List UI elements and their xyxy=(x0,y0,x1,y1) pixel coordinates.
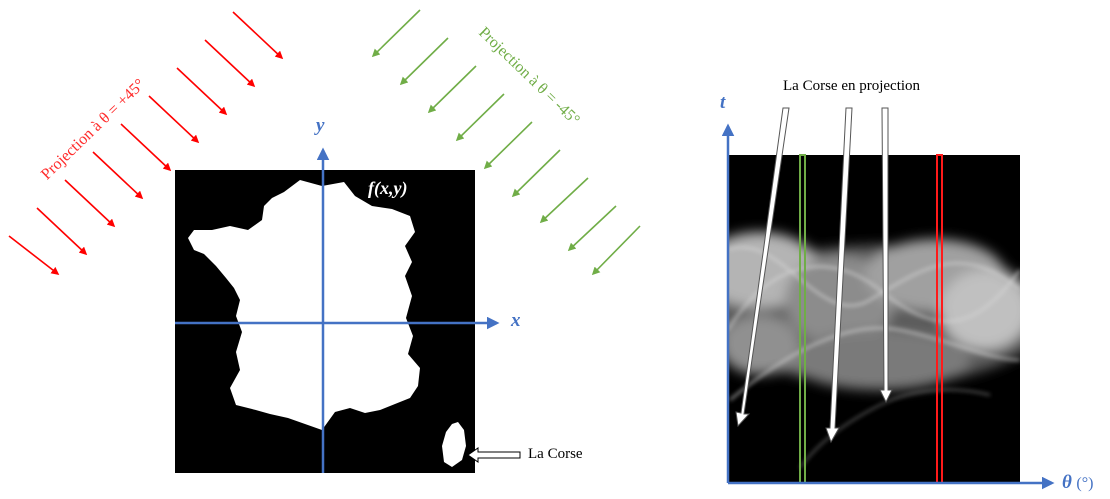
red-arrow xyxy=(176,67,228,116)
theta-axis-label: θ xyxy=(1062,472,1072,493)
green-projection-arrows xyxy=(371,9,641,276)
green-arrow xyxy=(591,225,641,276)
t-axis-label: t xyxy=(720,92,726,113)
sinogram-image xyxy=(728,155,1020,483)
green-arrow xyxy=(483,121,533,170)
corsica-label: La Corse xyxy=(528,446,583,462)
red-arrow xyxy=(64,179,116,228)
theta-axis-unit: (°) xyxy=(1076,475,1094,492)
y-axis-label: y xyxy=(316,115,325,136)
red-arrow xyxy=(36,207,88,256)
green-arrow xyxy=(455,93,505,142)
green-arrow xyxy=(539,177,589,224)
green-arrow xyxy=(427,65,477,114)
green-arrow xyxy=(371,9,421,58)
green-arrow xyxy=(399,37,449,86)
red-arrow xyxy=(204,39,256,88)
pointer-arrow xyxy=(825,107,853,444)
red-arrow xyxy=(8,235,60,275)
green-arrow xyxy=(567,205,617,252)
pointer-arrow xyxy=(735,107,790,428)
red-arrow xyxy=(148,95,200,144)
red-arrow xyxy=(120,123,172,172)
corsica-callout-arrow xyxy=(467,447,521,463)
corsica-projection-pointers xyxy=(735,107,893,444)
green-arrow xyxy=(511,149,561,198)
x-axis-label: x xyxy=(511,310,521,331)
red-arrow xyxy=(232,11,284,60)
theta-axis-label-group: θ (°) xyxy=(1062,472,1093,494)
sinogram-title: La Corse en projection xyxy=(783,78,921,94)
red-projection-arrows xyxy=(8,11,284,275)
pointer-arrow xyxy=(879,107,893,404)
function-label: f(x,y) xyxy=(368,178,408,198)
corsica-shape xyxy=(442,422,466,467)
red-arrow xyxy=(92,151,144,200)
france-shape xyxy=(188,180,420,430)
